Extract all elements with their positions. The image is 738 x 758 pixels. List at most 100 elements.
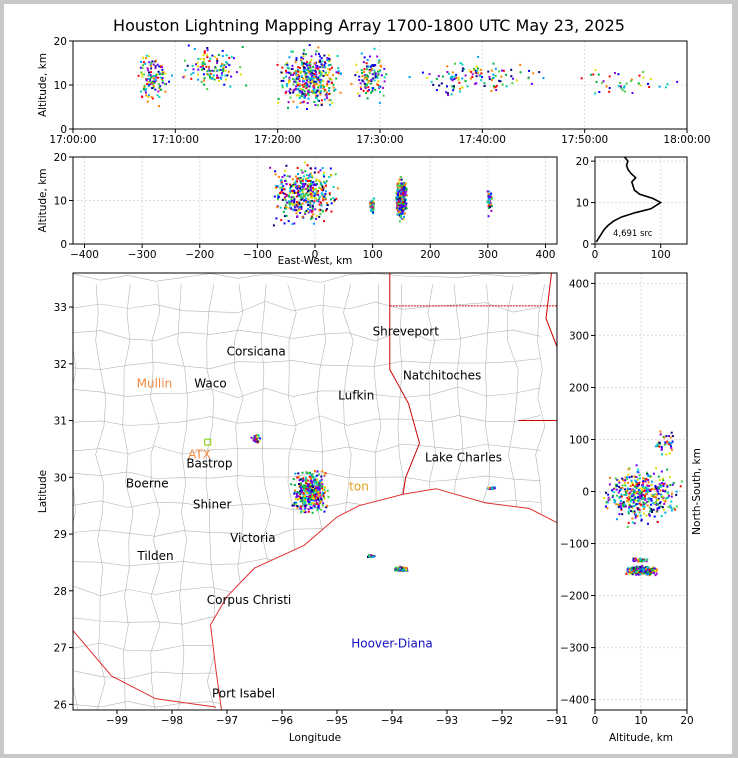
time-source-point bbox=[197, 65, 200, 68]
map-source-point bbox=[319, 491, 321, 494]
time-source-point bbox=[298, 83, 301, 86]
time-source-point bbox=[376, 83, 378, 86]
time-source-point bbox=[205, 65, 208, 68]
time-source-point bbox=[623, 86, 626, 89]
map-source-point bbox=[367, 556, 369, 558]
ns-source-point bbox=[646, 491, 649, 494]
time-source-point bbox=[144, 89, 147, 92]
time-source-point bbox=[191, 64, 194, 67]
time-source-point bbox=[647, 82, 649, 85]
ns-source-point bbox=[658, 483, 661, 486]
map-source-point bbox=[256, 441, 259, 444]
time-source-point bbox=[469, 77, 472, 80]
ew-source-point bbox=[301, 171, 304, 174]
ns-source-point bbox=[619, 505, 622, 508]
map-source-point bbox=[291, 504, 294, 507]
map-source-point bbox=[316, 481, 319, 484]
ns-source-point bbox=[605, 501, 608, 504]
time-source-point bbox=[430, 80, 433, 83]
map-source-point bbox=[303, 489, 306, 492]
map-source-point bbox=[305, 488, 308, 491]
time-source-point bbox=[451, 75, 454, 78]
ew-source-point bbox=[399, 184, 401, 187]
ew-source-point bbox=[313, 194, 316, 197]
map-source-point bbox=[256, 440, 259, 443]
map-source-point bbox=[311, 485, 314, 488]
ew-source-point bbox=[403, 188, 406, 190]
ew-source-point bbox=[277, 194, 280, 197]
map-source-point bbox=[309, 485, 311, 488]
time-source-point bbox=[203, 77, 206, 80]
ns-source-point bbox=[646, 487, 649, 490]
map-source-point bbox=[404, 566, 407, 569]
time-source-point bbox=[276, 63, 279, 66]
ew-source-point bbox=[318, 179, 320, 182]
time-source-point bbox=[292, 83, 295, 86]
time-source-point bbox=[492, 85, 495, 88]
ns-source-point bbox=[667, 443, 670, 445]
ns-source-point bbox=[638, 499, 641, 502]
ew-source-point bbox=[314, 208, 317, 211]
ns-source-point bbox=[635, 503, 638, 506]
ns-source-point bbox=[615, 503, 618, 506]
ns-source-point bbox=[660, 505, 663, 508]
time-source-point bbox=[161, 79, 164, 82]
time-source-point bbox=[339, 73, 342, 75]
ns-source-point bbox=[637, 499, 640, 502]
ns-source-point bbox=[636, 491, 639, 493]
time-source-point bbox=[362, 61, 365, 64]
ns-source-point bbox=[634, 496, 637, 499]
ns-source-point bbox=[615, 488, 618, 491]
ew-source-point bbox=[306, 164, 309, 167]
ns-source-point bbox=[668, 435, 671, 437]
time-source-point bbox=[216, 69, 219, 72]
time-source-point bbox=[326, 74, 329, 77]
ew-source-point bbox=[296, 187, 299, 190]
time-source-point bbox=[148, 73, 150, 76]
ns-source-point bbox=[646, 570, 649, 572]
ew-source-point bbox=[296, 177, 299, 180]
time-source-point bbox=[308, 64, 311, 67]
ew-source-point bbox=[372, 211, 374, 214]
map-y-tick-label: 26 bbox=[54, 699, 68, 711]
ns-source-point bbox=[645, 514, 648, 517]
time-source-point bbox=[144, 57, 147, 60]
time-source-point bbox=[468, 69, 471, 72]
ns-source-point bbox=[611, 496, 614, 499]
ns-source-point bbox=[627, 473, 630, 476]
map-source-point bbox=[304, 511, 307, 514]
time-source-point bbox=[648, 86, 651, 88]
time-source-point bbox=[320, 65, 323, 68]
time-source-point bbox=[298, 75, 300, 78]
time-source-point bbox=[199, 58, 202, 60]
time-source-point bbox=[324, 66, 327, 69]
ew-source-point bbox=[308, 179, 311, 182]
ew-source-point bbox=[318, 209, 321, 212]
map-y-tick-label: 32 bbox=[54, 359, 67, 371]
ew-source-point bbox=[309, 209, 312, 212]
ew-source-point bbox=[282, 192, 285, 195]
time-source-point bbox=[148, 83, 151, 86]
time-source-point bbox=[157, 90, 160, 93]
map-source-point bbox=[304, 485, 306, 488]
time-source-point bbox=[148, 55, 151, 58]
time-source-point bbox=[324, 71, 327, 74]
time-source-point bbox=[143, 73, 146, 76]
ns-source-point bbox=[615, 518, 618, 521]
ew-source-point bbox=[300, 193, 303, 196]
ew-source-point bbox=[402, 210, 404, 213]
time-source-point bbox=[366, 90, 369, 93]
ns-source-point bbox=[652, 571, 655, 574]
time-source-point bbox=[224, 74, 227, 77]
ns-source-point bbox=[632, 501, 635, 504]
ew-source-point bbox=[283, 215, 286, 218]
time-source-point bbox=[494, 75, 497, 77]
ns-source-point bbox=[627, 481, 630, 484]
city-label: ton bbox=[349, 479, 369, 493]
ew-source-point bbox=[309, 186, 312, 189]
time-source-point bbox=[317, 67, 320, 70]
ew-source-point bbox=[304, 213, 307, 215]
ew-source-point bbox=[333, 200, 336, 203]
ns-source-point bbox=[641, 487, 644, 489]
ns-source-point bbox=[644, 479, 647, 482]
